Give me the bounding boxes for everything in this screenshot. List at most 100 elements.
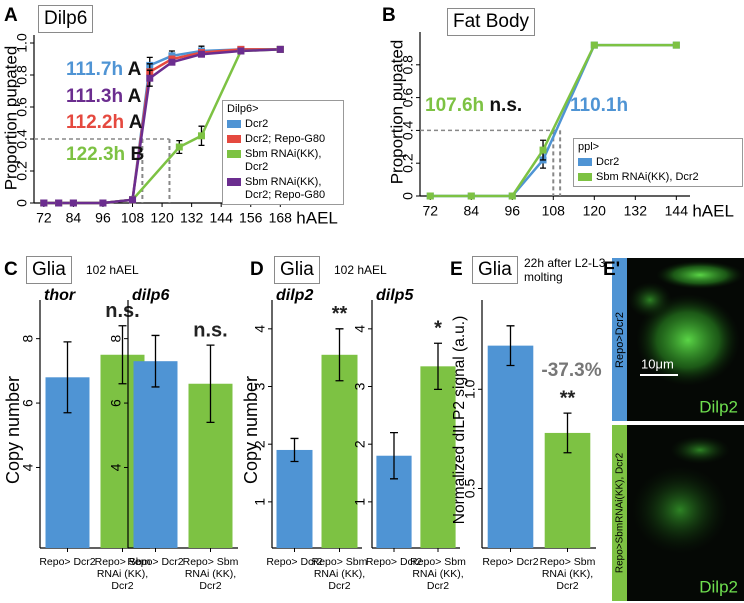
data-point (426, 192, 434, 200)
scale-bar-label: 10μm (641, 356, 674, 371)
x-tick-label: 144 (210, 210, 234, 226)
error-bar (563, 412, 572, 454)
data-point (197, 132, 205, 140)
legend: Dilp6> Dcr2 Dcr2; Repo-G80 Sbm RNAi(KK), Dc… (222, 100, 344, 205)
y-tick-label: 2 (352, 440, 368, 448)
y-tick-label: 0.8 (400, 55, 416, 75)
legend-swatch (227, 135, 241, 143)
significance: n.s. (105, 300, 139, 322)
chart-title: dilp6 (132, 287, 169, 304)
x-tick-label: Repo> Sbm RNAi (KK), Dcr2 (311, 556, 368, 592)
y-tick-label: 0.6 (14, 97, 30, 117)
genotype-label: Repo>Dcr2 (614, 312, 626, 368)
legend-entry: Sbm RNAi(KK), Dcr2 (227, 148, 339, 174)
y-tick-label: 1 (352, 498, 368, 506)
x-tick-label: Repo> Dcr2 (365, 556, 423, 568)
annotation: 110.1h (570, 95, 628, 117)
cell-signal (656, 261, 744, 289)
legend-label: Dcr2 (245, 118, 269, 130)
significance: ** (560, 387, 576, 409)
data-point (146, 74, 154, 82)
x-tick-label: 96 (504, 203, 520, 219)
y-axis-label: Proportion pupated (387, 40, 406, 185)
data-point (55, 199, 63, 207)
legend: ppl> Dcr2 Sbm RNAi(KK), Dcr2 (573, 138, 743, 187)
stain-label: Dilp2 (699, 397, 738, 416)
panel-letter: C (4, 259, 18, 280)
x-tick-label: Repo> Dcr2 (39, 556, 96, 568)
panel-title: Glia (26, 256, 72, 284)
panel-title: Dilp6 (38, 5, 94, 33)
panel-letter: E (450, 259, 463, 280)
panel-title: Glia (274, 256, 320, 284)
y-tick-label: 1.0 (14, 33, 30, 53)
x-tick-label: 72 (36, 210, 52, 226)
panel-letter: A (4, 5, 18, 26)
y-axis-label: Proportion pupated (1, 46, 20, 191)
legend-entry: Sbm RNAi(KK), Dcr2 (578, 171, 738, 184)
data-point (69, 199, 77, 207)
y-tick-label: 8 (20, 335, 36, 343)
error-bar (390, 432, 398, 480)
bar (487, 345, 534, 548)
y-tick-label: 4 (20, 463, 36, 471)
error-bar (206, 344, 215, 424)
legend-swatch (578, 173, 592, 181)
legend-swatch (227, 150, 241, 158)
panel-title: Fat Body (447, 8, 536, 36)
panel-letter: B (382, 5, 396, 26)
annotation-value: 107.6h (425, 95, 485, 116)
label-bar-top (612, 258, 627, 421)
cell-signal (628, 282, 672, 318)
legend-label: Sbm RNAi(KK), Dcr2 (596, 171, 699, 183)
annotation-grade: A (127, 59, 142, 80)
y-tick-label: 6 (108, 399, 124, 407)
annotation: -37.3% (541, 360, 601, 381)
x-tick-label: 84 (66, 210, 82, 226)
legend-entry: Dcr2; Repo-G80 (227, 133, 339, 146)
annotation: 122.3h B (66, 144, 144, 166)
x-tick-label: Repo> Sbm RNAi (KK), Dcr2 (182, 556, 239, 592)
legend-title: Dilp6> (227, 103, 259, 115)
stain-label: Dilp2 (699, 577, 738, 596)
y-tick-label: 0 (400, 192, 416, 200)
y-tick-label: 6 (20, 399, 36, 407)
x-tick-label: 168 (269, 210, 293, 226)
data-point (197, 50, 205, 58)
x-tick-label: 72 (422, 203, 438, 219)
panel-title: Glia (472, 256, 518, 284)
x-tick-label: 108 (542, 203, 566, 219)
x-tick-label: Repo> Dcr2 (482, 556, 539, 568)
annotation-grade: n.s. (489, 95, 523, 116)
y-tick-label: 0.2 (400, 153, 416, 173)
legend-label: Sbm RNAi(KK), Dcr2; Repo-G80 (245, 176, 326, 201)
x-tick-label: 120 (150, 210, 174, 226)
bar (133, 361, 178, 548)
panel-letter: E' (603, 259, 620, 280)
data-point (508, 192, 516, 200)
annotation-value: 110.1h (570, 95, 629, 116)
significance: * (434, 318, 442, 340)
y-tick-label: 1 (252, 498, 268, 506)
x-tick-label: Repo> Dcr2 (266, 556, 323, 568)
y-tick-label: 0.8 (14, 65, 30, 85)
cell-signal (636, 294, 740, 386)
series-line (430, 43, 677, 198)
x-tick-label: 156 (239, 210, 263, 226)
y-tick-label: 0.6 (400, 88, 416, 108)
x-axis-label: hAEL (692, 201, 734, 220)
x-tick-label: 84 (463, 203, 479, 219)
y-tick-label: 3 (252, 382, 268, 390)
data-point (590, 41, 598, 49)
annotation: 107.6h n.s. (425, 95, 522, 117)
y-tick-label: 4 (108, 463, 124, 471)
y-axis-label: Normalized dILP2 signal (a.u.) (451, 316, 468, 525)
significance: ** (332, 303, 348, 325)
data-point (99, 199, 107, 207)
x-tick-label: 96 (95, 210, 111, 226)
data-point (175, 143, 183, 151)
panel-subtitle: 22h after L2-L3 molting (524, 256, 606, 284)
x-tick-label: Repo> Dcr2 (127, 556, 184, 568)
significance: n.s. (193, 319, 227, 341)
